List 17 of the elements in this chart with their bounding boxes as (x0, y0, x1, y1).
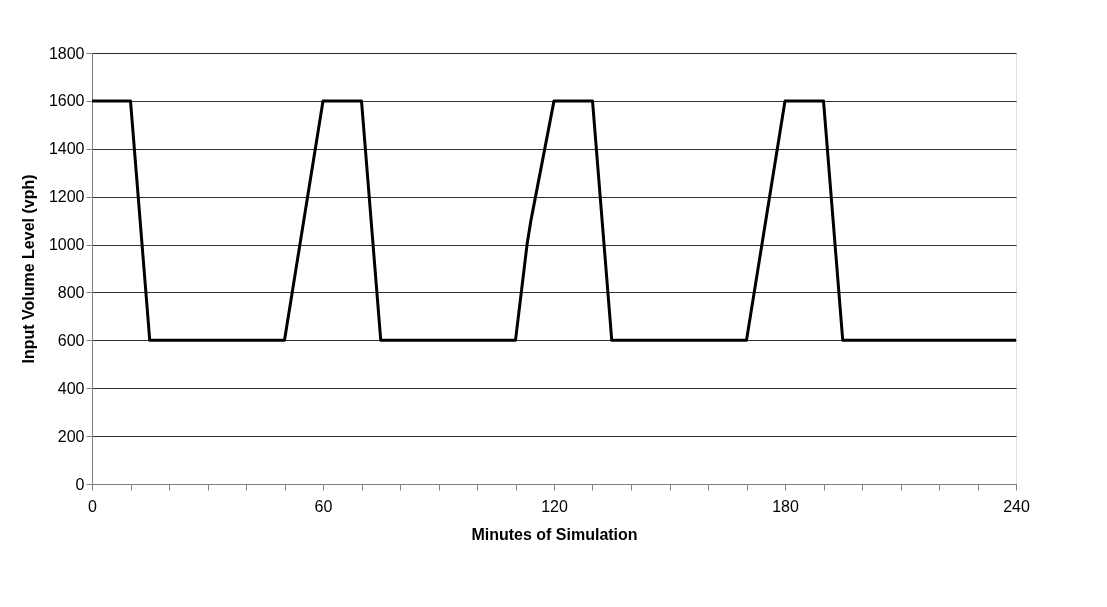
x-tick-label: 180 (772, 497, 799, 515)
x-axis-title: Minutes of Simulation (471, 525, 638, 543)
y-tick-label: 600 (57, 331, 85, 349)
y-tick-label: 1000 (48, 236, 85, 254)
y-tick-label: 1400 (48, 140, 85, 158)
x-tick-label: 0 (88, 497, 98, 515)
y-tick-label: 800 (57, 283, 85, 301)
y-axis-title: Input Volume Level (vph) (19, 174, 37, 364)
y-tick-label: 1600 (48, 92, 85, 110)
y-tick-label: 400 (57, 379, 85, 397)
x-tick-label: 240 (1003, 497, 1030, 515)
x-tick-label: 120 (541, 497, 568, 515)
y-tick-label: 1200 (48, 188, 85, 206)
y-tick-label: 200 (57, 427, 85, 445)
x-tick-label: 60 (314, 497, 333, 515)
y-tick-label: 0 (75, 475, 85, 493)
y-tick-label: 1800 (48, 44, 85, 62)
